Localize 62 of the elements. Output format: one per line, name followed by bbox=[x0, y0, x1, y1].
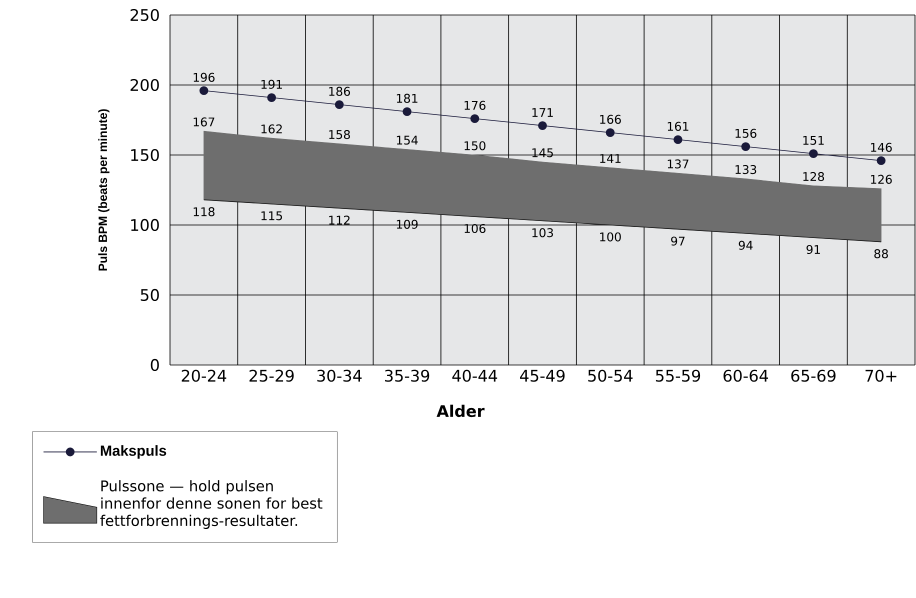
data-label: 126 bbox=[871, 174, 892, 184]
x-tick-label: 20-24 bbox=[182, 370, 226, 382]
data-label: 100 bbox=[600, 232, 621, 242]
point bbox=[470, 114, 480, 123]
data-label: 88 bbox=[874, 249, 888, 258]
point bbox=[606, 128, 615, 137]
data-label: 167 bbox=[194, 117, 214, 126]
x-tick-label: 55-59 bbox=[656, 370, 700, 382]
point bbox=[674, 135, 682, 144]
point bbox=[809, 149, 818, 158]
data-label: 97 bbox=[671, 236, 685, 246]
y-tick-label: 50 bbox=[140, 288, 159, 302]
data-label: 154 bbox=[396, 136, 418, 145]
point bbox=[538, 121, 547, 130]
data-label: 137 bbox=[668, 159, 688, 168]
point bbox=[334, 100, 344, 109]
data-label: 196 bbox=[194, 72, 215, 82]
point bbox=[267, 93, 276, 102]
x-tick-label: 70+ bbox=[866, 370, 896, 382]
x-tick-label: 30-34 bbox=[317, 370, 362, 382]
data-label: 162 bbox=[261, 124, 282, 134]
data-label: 103 bbox=[532, 228, 553, 238]
legend-label: Makspuls bbox=[100, 445, 166, 459]
data-label: 106 bbox=[464, 224, 486, 234]
y-tick-label: 100 bbox=[131, 218, 159, 232]
data-label: 150 bbox=[464, 141, 486, 150]
data-label: 112 bbox=[329, 216, 350, 224]
point bbox=[876, 156, 886, 165]
data-label: 115 bbox=[261, 211, 282, 220]
data-label: 166 bbox=[600, 114, 621, 124]
x-tick-label: 35-39 bbox=[385, 370, 430, 382]
x-tick-label: 60-64 bbox=[724, 370, 768, 382]
data-label: 181 bbox=[396, 94, 418, 103]
data-label: 141 bbox=[600, 154, 621, 163]
legend-label: Pulssone — hold pulsen innenfor denne sonen for best fettforbrennings-resultater. bbox=[100, 480, 322, 529]
x-tick-label: 45-49 bbox=[520, 370, 565, 382]
data-label: 133 bbox=[736, 165, 756, 174]
y-tick-label: 150 bbox=[131, 148, 159, 162]
data-label: 128 bbox=[803, 172, 824, 182]
x-tick-label: 65-69 bbox=[791, 370, 836, 382]
data-label: 176 bbox=[464, 100, 486, 110]
data-label: 94 bbox=[738, 240, 753, 250]
data-label: 91 bbox=[806, 244, 820, 254]
point bbox=[402, 107, 412, 116]
x-tick-label: 25-29 bbox=[250, 370, 294, 382]
y-tick-label: 0 bbox=[150, 358, 159, 372]
data-label: 186 bbox=[329, 86, 350, 96]
x-axis-title: Alder bbox=[436, 404, 485, 418]
x-tick-label: 50-54 bbox=[588, 370, 633, 382]
data-label: 118 bbox=[194, 207, 214, 216]
data-label: 171 bbox=[532, 108, 553, 117]
point bbox=[741, 142, 750, 151]
data-label: 158 bbox=[329, 130, 350, 140]
data-label: 151 bbox=[803, 136, 824, 145]
point bbox=[199, 86, 208, 95]
data-label: 156 bbox=[736, 128, 756, 138]
data-label: 146 bbox=[871, 142, 892, 152]
x-tick-label: 40-44 bbox=[452, 370, 498, 382]
y-tick-label: 200 bbox=[130, 78, 159, 92]
data-label: 161 bbox=[668, 122, 688, 131]
y-tick-label: 250 bbox=[130, 8, 159, 22]
y-axis-title: Puls BPM (beats per minute) bbox=[98, 109, 110, 271]
